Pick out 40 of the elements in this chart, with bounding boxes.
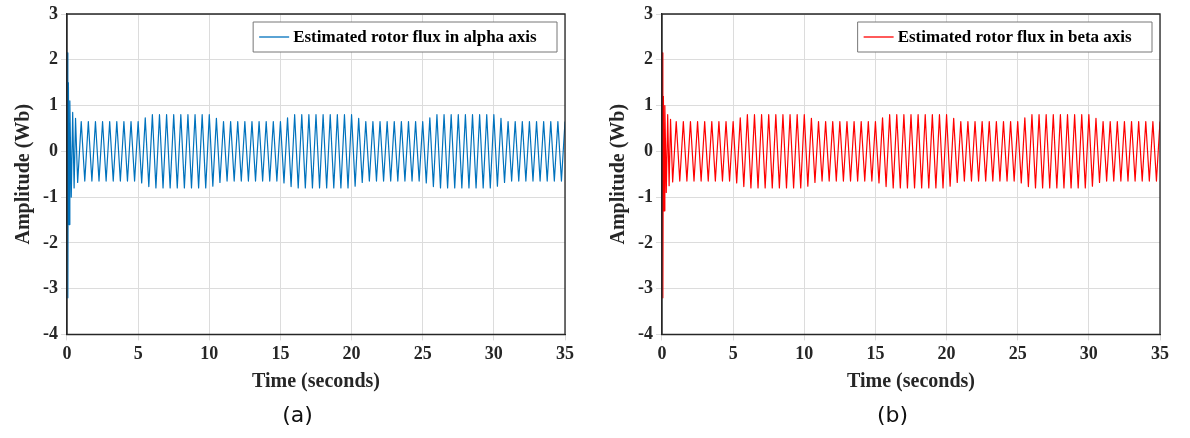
x-tick-label: 15: [866, 342, 885, 363]
x-tick-label: 30: [1079, 342, 1098, 363]
y-tick-label: -1: [42, 185, 58, 206]
x-tick-label: 10: [795, 342, 814, 363]
x-tick-label: 0: [62, 342, 72, 363]
y-axis-title: Amplitude (Wb): [606, 103, 630, 245]
x-tick-label: 10: [200, 342, 219, 363]
legend-label: Estimated rotor flux in beta axis: [897, 27, 1133, 47]
text: (a): [281, 402, 314, 427]
x-tick-label: 35: [1151, 342, 1169, 363]
y-tick-label: 3: [48, 2, 58, 23]
y-tick-label: 3: [643, 2, 653, 23]
y-tick-label: -4: [637, 323, 653, 344]
x-tick-label: 25: [413, 342, 432, 363]
y-tick-label: 0: [643, 139, 653, 160]
y-tick-label: -3: [637, 277, 653, 298]
x-tick-label: 15: [271, 342, 290, 363]
y-tick-label: -1: [637, 185, 653, 206]
y-tick-label: 2: [48, 48, 58, 69]
y-tick-label: 1: [48, 94, 58, 115]
text: (b): [875, 402, 910, 427]
x-tick-label: 5: [133, 342, 143, 363]
x-axis-title: Time (seconds): [847, 369, 975, 393]
y-tick-label: 2: [643, 48, 653, 69]
x-tick-label: 5: [728, 342, 738, 363]
x-tick-label: 30: [484, 342, 503, 363]
y-axis-title: Amplitude (Wb): [11, 103, 35, 245]
x-tick-label: 25: [1008, 342, 1027, 363]
x-tick-label: 35: [556, 342, 574, 363]
x-axis-title: Time (seconds): [252, 369, 380, 393]
legend-label: Estimated rotor flux in alpha axis: [293, 27, 538, 47]
y-tick-label: -2: [42, 231, 58, 252]
y-tick-label: 1: [643, 94, 653, 115]
y-tick-label: -2: [637, 231, 653, 252]
y-tick-label: -4: [42, 323, 58, 344]
x-tick-label: 20: [937, 342, 956, 363]
x-tick-label: 0: [657, 342, 667, 363]
y-tick-label: 0: [48, 139, 58, 160]
x-tick-label: 20: [342, 342, 361, 363]
y-tick-label: -3: [42, 277, 58, 298]
